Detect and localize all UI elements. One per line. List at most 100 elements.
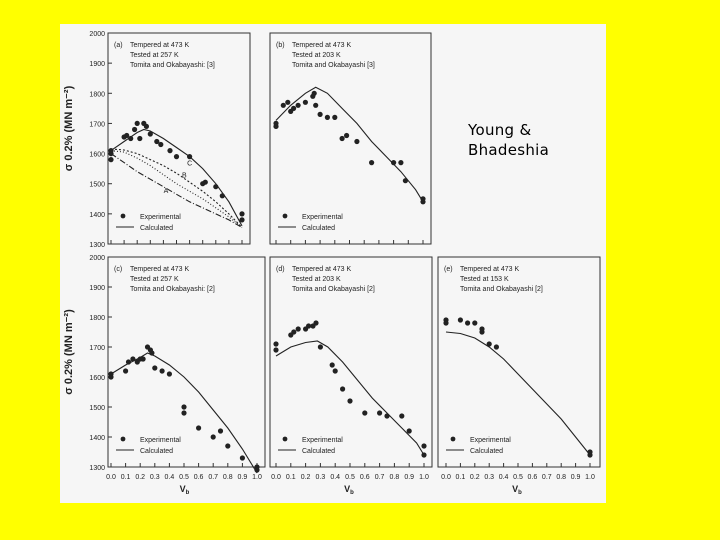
x-tick-label: 1.0 xyxy=(419,474,429,481)
experimental-point xyxy=(406,428,412,434)
y-tick-label: 1700 xyxy=(89,121,105,128)
x-tick-label: 0.8 xyxy=(390,474,400,481)
calculated-curve-C xyxy=(110,148,243,228)
panel-b: (b) Tempered at 473 K Tested at 203 K Tomit… xyxy=(269,32,432,245)
experimental-point xyxy=(196,425,202,431)
experimental-point xyxy=(125,359,132,365)
experimental-point xyxy=(295,102,301,108)
experimental-point xyxy=(472,320,478,326)
panel-d: 0.0 0.1 0.2 0.3 0.4 0.5 0.6 0.7 0.8 0.9 1.0 Vb (d) Te… xyxy=(269,256,433,496)
panel-frame xyxy=(437,256,601,468)
panel-e: 0.0 0.1 0.2 0.3 0.4 0.5 0.6 0.7 0.8 0.9 1.0 Vb (e) Te… xyxy=(437,256,601,496)
panel-frame xyxy=(269,32,432,245)
x-tick-label: 1.0 xyxy=(252,474,262,481)
experimental-point xyxy=(187,154,193,160)
y-tick-label: 1300 xyxy=(89,242,105,249)
legend-label-calculated: Calculated xyxy=(302,448,335,455)
x-tick-label: 0.9 xyxy=(238,474,248,481)
legend-marker-experimental xyxy=(450,436,456,442)
x-tick-label: 0.1 xyxy=(456,474,466,481)
credit-line-1: Young & xyxy=(468,121,532,139)
experimental-point xyxy=(147,131,153,137)
curve-label-C: C xyxy=(187,161,192,168)
legend-label-experimental: Experimental xyxy=(302,437,343,444)
panel-letter: (a) xyxy=(114,42,123,49)
x-tick-label: 0.2 xyxy=(301,474,311,481)
credit-line-2: Bhadeshia xyxy=(468,141,550,159)
experimental-point xyxy=(273,347,279,353)
experimental-point xyxy=(239,211,245,217)
x-tick-label: 0.0 xyxy=(271,474,281,481)
panel-frame xyxy=(107,32,251,245)
panel-note: Tomita and Okabayashi [2] xyxy=(292,286,375,293)
x-tick-label: 0.7 xyxy=(208,474,218,481)
y-tick-label: 1400 xyxy=(89,212,105,219)
y-tick-label: 1300 xyxy=(89,465,105,472)
experimental-point xyxy=(128,135,134,142)
panel-note: Tempered at 473 K xyxy=(292,266,351,273)
x-tick-label: 0.4 xyxy=(330,474,340,481)
calculated-curve xyxy=(445,331,591,456)
experimental-point xyxy=(108,371,114,377)
experimental-point xyxy=(340,386,346,392)
x-tick-label: 0.3 xyxy=(316,474,326,481)
calculated-curve xyxy=(275,86,424,203)
y-tick-label: 1700 xyxy=(89,345,105,352)
legend-label-calculated: Calculated xyxy=(140,448,173,455)
x-tick-label: 0.1 xyxy=(286,474,296,481)
calculated-curve xyxy=(110,128,243,227)
x-axis-label: Vb xyxy=(344,484,354,496)
experimental-point xyxy=(123,368,129,374)
calculated-curve-A xyxy=(110,153,243,228)
experimental-point xyxy=(152,365,158,371)
x-tick-label: 0.5 xyxy=(345,474,355,481)
legend-label-experimental: Experimental xyxy=(470,437,511,444)
y-tick-label: 2000 xyxy=(89,255,105,262)
x-tick-label: 0.7 xyxy=(375,474,385,481)
experimental-point xyxy=(132,126,138,133)
experimental-point xyxy=(285,99,291,105)
experimental-point xyxy=(313,102,319,108)
legend-label-calculated: Calculated xyxy=(470,448,503,455)
experimental-point xyxy=(167,148,173,154)
experimental-point xyxy=(181,410,187,416)
experimental-point xyxy=(369,160,375,166)
experimental-point xyxy=(391,160,397,166)
x-tick-label: 0.0 xyxy=(106,474,116,481)
experimental-point xyxy=(154,138,160,145)
y-tick-label: 2000 xyxy=(89,31,105,38)
y-tick-label: 1800 xyxy=(89,91,105,98)
experimental-point xyxy=(421,452,427,458)
panel-note: Tested at 153 K xyxy=(460,276,509,283)
experimental-point xyxy=(420,199,426,205)
x-tick-label: 0.8 xyxy=(223,474,233,481)
x-tick-label: 0.8 xyxy=(556,474,566,481)
experimental-point xyxy=(143,123,149,129)
experimental-point xyxy=(108,148,114,154)
experimental-point xyxy=(134,120,140,126)
experimental-point xyxy=(254,467,260,473)
panel-note: Tested at 203 K xyxy=(292,276,341,283)
experimental-point xyxy=(225,443,231,449)
y-axis-label: σ 0.2% (MN m⁻²) xyxy=(63,85,75,171)
panel-frame xyxy=(107,256,266,468)
experimental-point xyxy=(443,320,449,326)
experimental-point xyxy=(217,428,224,434)
experimental-point xyxy=(210,434,216,440)
experimental-point xyxy=(457,317,463,323)
y-tick-label: 1500 xyxy=(89,405,105,412)
curve-label-B: B xyxy=(182,173,187,180)
experimental-point xyxy=(339,135,345,142)
x-tick-label: 0.4 xyxy=(499,474,509,481)
legend-label-experimental: Experimental xyxy=(302,214,343,221)
experimental-point xyxy=(108,157,114,163)
legend-label-calculated: Calculated xyxy=(140,225,173,232)
panel-frame xyxy=(269,256,433,468)
x-tick-label: 0.2 xyxy=(470,474,480,481)
experimental-point xyxy=(124,132,130,139)
experimental-point xyxy=(173,154,180,160)
experimental-point xyxy=(202,179,208,185)
legend-label-experimental: Experimental xyxy=(140,437,181,444)
experimental-point xyxy=(384,413,390,419)
